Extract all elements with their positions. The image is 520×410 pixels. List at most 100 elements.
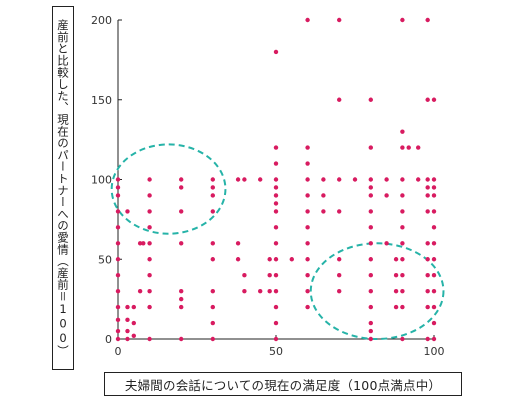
data-point [273, 193, 279, 198]
y-tick-label: 200 [91, 14, 112, 27]
data-point [179, 296, 184, 302]
data-point [137, 288, 143, 294]
data-point [337, 273, 342, 278]
data-point [147, 304, 152, 310]
data-point [147, 225, 152, 230]
data-point [273, 201, 279, 206]
data-point [210, 336, 215, 342]
data-point [400, 257, 405, 262]
data-point [425, 288, 430, 294]
data-point [305, 273, 310, 278]
data-point [305, 161, 310, 166]
data-point [368, 336, 373, 342]
data-point [210, 304, 215, 310]
data-point [368, 209, 373, 214]
data-point [368, 273, 373, 278]
data-point [305, 193, 310, 198]
data-point [115, 225, 121, 230]
data-point [368, 257, 373, 262]
data-point [131, 320, 136, 326]
data-point [321, 193, 326, 198]
data-point [147, 336, 152, 342]
data-point [416, 145, 421, 150]
data-point [125, 328, 130, 334]
y-tick-label: 100 [91, 174, 112, 187]
data-point [431, 185, 437, 190]
data-point [115, 185, 121, 190]
data-point [258, 177, 263, 182]
data-point [400, 177, 405, 182]
data-point [368, 185, 373, 190]
data-point [400, 225, 405, 230]
data-point [368, 241, 373, 246]
data-point [431, 273, 437, 278]
data-point [210, 257, 215, 262]
data-point [393, 257, 399, 262]
data-point [305, 225, 310, 230]
data-point [431, 304, 437, 310]
data-point [115, 257, 121, 262]
data-point [400, 273, 405, 278]
data-point [125, 317, 130, 323]
data-point [147, 257, 152, 262]
data-point [425, 185, 430, 190]
data-point [337, 288, 342, 294]
data-point [368, 328, 373, 334]
y-tick-label: 0 [105, 333, 112, 346]
data-point [431, 320, 437, 326]
data-point [305, 17, 310, 23]
data-point [368, 225, 373, 230]
data-point [305, 304, 310, 310]
data-point [273, 273, 279, 278]
data-point [400, 17, 405, 23]
data-point [210, 288, 215, 294]
data-point [267, 273, 272, 278]
data-point [416, 177, 421, 182]
data-point [147, 177, 152, 182]
data-point [273, 225, 279, 230]
data-point [400, 129, 405, 134]
data-point [431, 193, 437, 198]
data-point [210, 241, 215, 246]
data-point [115, 328, 121, 334]
data-point [393, 304, 399, 310]
data-point [115, 273, 121, 278]
data-point [400, 145, 405, 150]
data-point [400, 193, 405, 198]
x-tick-label: 100 [424, 345, 445, 358]
data-point [273, 320, 279, 326]
data-point [431, 209, 437, 214]
x-axis-label-box: 夫婦間の会話についての現在の満足度（100点満点中） [104, 372, 462, 396]
data-point [305, 177, 310, 182]
data-point [425, 177, 430, 182]
data-point [210, 320, 215, 326]
highlight-ellipse [309, 242, 445, 340]
data-point [425, 273, 430, 278]
data-point [384, 193, 389, 198]
data-point [425, 336, 430, 342]
data-point [289, 257, 294, 262]
data-point [147, 193, 152, 198]
data-point [400, 288, 405, 294]
data-point [273, 288, 279, 294]
data-point [431, 241, 437, 246]
data-point [400, 241, 405, 246]
data-point [179, 209, 184, 214]
data-point [273, 177, 279, 182]
x-tick-label: 50 [269, 345, 283, 358]
data-point [305, 288, 310, 294]
data-point [425, 257, 430, 262]
data-point [273, 145, 279, 150]
data-point [273, 304, 279, 310]
data-point [337, 177, 342, 182]
data-point [321, 209, 326, 214]
data-point [431, 225, 437, 230]
data-point [115, 288, 121, 294]
data-point [210, 185, 215, 190]
data-point [305, 257, 310, 262]
data-point [321, 177, 326, 182]
data-point [210, 177, 215, 182]
data-point [368, 320, 373, 326]
data-point [425, 241, 430, 246]
